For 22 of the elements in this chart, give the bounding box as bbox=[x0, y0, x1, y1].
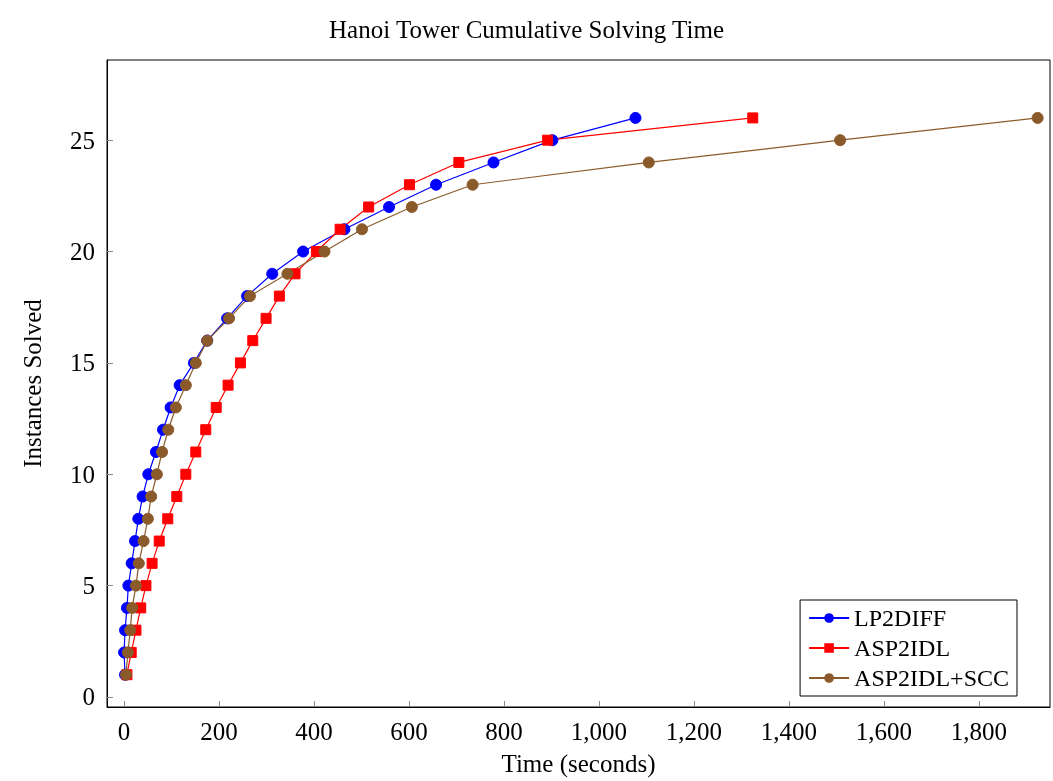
y-tick-label: 15 bbox=[70, 349, 95, 377]
x-tick-label: 1,600 bbox=[855, 718, 912, 745]
x-tick-label: 1,400 bbox=[760, 718, 817, 745]
legend-label: LP2DIFF bbox=[854, 605, 947, 631]
x-tick-label: 200 bbox=[200, 718, 238, 745]
legend-label: ASP2IDL bbox=[854, 635, 951, 661]
x-tick-label: 400 bbox=[295, 718, 333, 745]
x-tick-label: 1,000 bbox=[570, 718, 628, 745]
x-tick-label: 1,800 bbox=[950, 718, 1007, 745]
y-tick-label: 0 bbox=[82, 683, 95, 711]
y-tick-label: 25 bbox=[70, 126, 95, 154]
y-tick-label: 5 bbox=[82, 572, 95, 600]
x-tick-label: 1,200 bbox=[665, 718, 723, 745]
y-tick-label: 10 bbox=[70, 460, 95, 488]
x-tick-label: 600 bbox=[390, 718, 428, 745]
x-tick-label: 800 bbox=[485, 718, 523, 745]
chart-title: Hanoi Tower Cumulative Solving Time bbox=[328, 16, 725, 43]
x-tick-label: 0 bbox=[117, 718, 131, 745]
legend-label: ASP2IDL+SCC bbox=[854, 665, 1010, 691]
x-axis-title: Time (seconds) bbox=[501, 750, 656, 778]
y-axis-title: Instances Solved bbox=[19, 298, 46, 468]
y-tick-label: 20 bbox=[70, 238, 95, 266]
